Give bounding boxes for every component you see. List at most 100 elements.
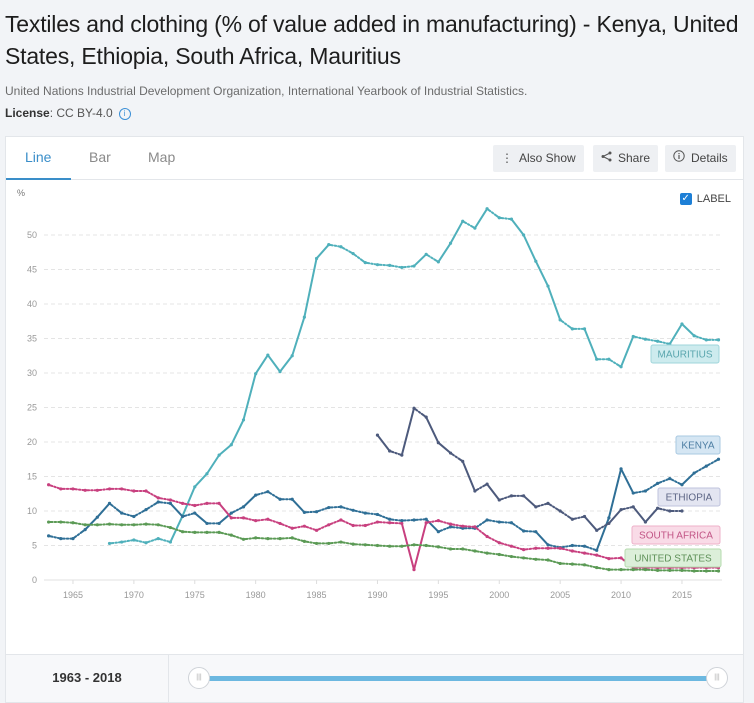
line-segment [352,509,367,515]
data-point [180,501,185,506]
data-point [424,521,428,525]
data-point [522,556,526,560]
data-point [229,511,233,515]
data-point [132,489,136,493]
line-segment [132,523,148,526]
line-segment [376,263,391,267]
line-segment [425,544,440,548]
data-point [375,520,380,524]
line-segment [571,515,586,521]
data-point [461,459,465,463]
line-segment [473,525,489,538]
line-segment [437,519,452,526]
y-axis-ticks: 0 5 10 15 20 25 30 35 40 45 50 [27,230,37,585]
data-point [546,284,550,288]
line-segment [339,518,355,527]
data-point [180,530,185,534]
data-point [631,334,635,339]
data-point [388,449,392,453]
line-segment [376,434,391,452]
line-chart: 0 5 10 15 20 25 30 35 40 45 50 1965 1970 1975 1980 198… [27,207,722,600]
line-segment [461,460,476,492]
data-point [314,541,319,546]
line-segment [680,323,696,337]
details-button[interactable]: Details [665,145,736,172]
data-point [522,494,526,498]
line-segment [559,562,574,566]
data-point [497,552,501,557]
label-toggle[interactable]: ✓ LABEL [679,193,731,205]
y-tick-label: 35 [27,334,37,344]
data-point [217,521,221,526]
y-tick-label: 25 [27,403,37,413]
line-segment [108,541,123,545]
line-segment [680,472,696,486]
line-segment [583,515,598,532]
data-point [509,494,514,498]
line-segment [486,518,501,524]
y-tick-label: 40 [27,299,37,309]
x-tick-label: 2015 [672,590,692,600]
data-point [643,489,648,493]
data-point [241,516,246,520]
line-segment [413,521,428,571]
line-segment [546,543,562,549]
tab-line[interactable]: Line [25,149,52,165]
line-segment [510,218,525,236]
line-segment [583,327,598,361]
info-icon[interactable]: i [118,108,131,120]
data-point [619,568,623,572]
line-segment [534,558,549,561]
line-segment [291,536,306,543]
data-point [400,265,404,270]
checkbox-checked-icon[interactable]: ✓ [679,193,692,205]
line-segment [522,547,537,551]
line-segment [656,507,671,512]
line-segment [181,530,196,534]
line-segment [364,512,379,516]
range-slider-start-handle[interactable]: ||| [188,667,210,689]
data-point [607,568,611,572]
data-point [546,546,550,550]
y-tick-label: 5 [32,541,37,551]
data-point [83,528,87,532]
data-point [656,339,660,343]
line-segment [157,537,172,544]
line-segment [303,540,318,545]
data-point [424,252,428,256]
tab-map[interactable]: Map [148,149,176,165]
line-segment [376,544,391,548]
range-slider-track[interactable] [199,676,719,681]
data-point [485,551,489,555]
data-point [558,561,562,566]
active-tab-indicator [6,178,71,180]
line-segment [510,521,525,533]
data-point [448,241,453,245]
data-point [375,512,380,517]
also-show-button[interactable]: ⋮ Also Show [493,145,584,172]
tab-bar[interactable]: Bar [89,149,111,165]
data-point [241,418,246,422]
data-point [436,519,440,523]
line-segment [388,518,403,522]
data-point [607,521,611,526]
line-segment [510,545,525,551]
data-point [534,557,538,561]
share-button[interactable]: Share [593,145,659,172]
line-segment [425,253,440,263]
line-segment [498,521,513,524]
line-segment [339,505,355,512]
data-point [619,467,623,471]
data-point [339,505,343,509]
line-segment [132,508,148,518]
range-slider-end-handle[interactable]: ||| [706,667,728,689]
line-segment [413,253,428,268]
line-segment [364,521,379,527]
data-point [327,541,331,546]
data-point [607,557,611,561]
data-point [254,493,258,497]
data-point [302,539,306,543]
line-segment [595,554,610,560]
y-tick-label: 10 [27,506,37,516]
label-text: KENYA [681,441,714,452]
